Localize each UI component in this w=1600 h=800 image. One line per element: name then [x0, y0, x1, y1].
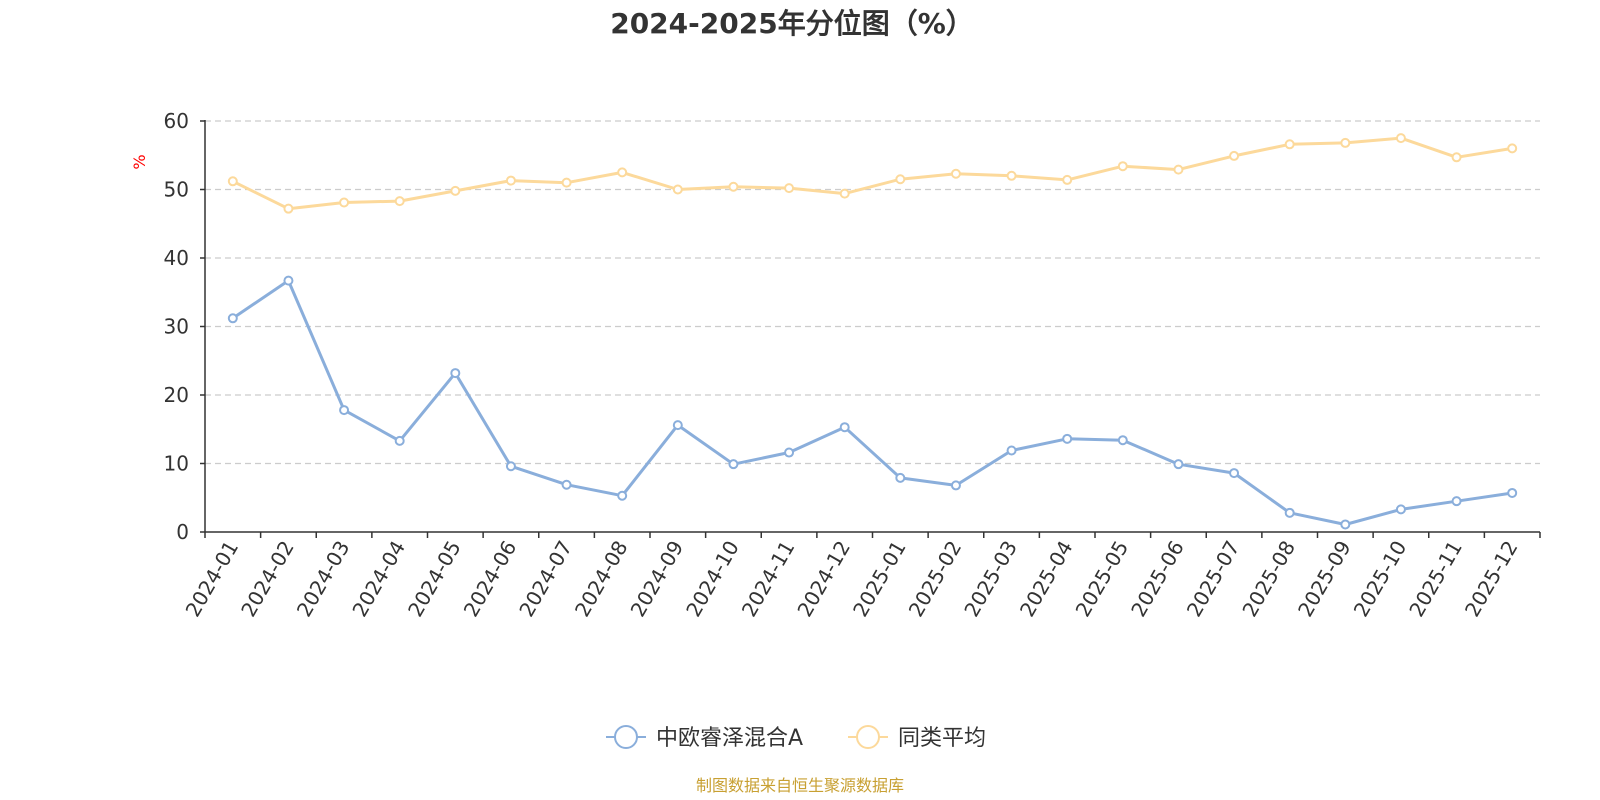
data-point[interactable] — [672, 420, 683, 431]
source-note: 制图数据来自恒生聚源数据库 — [696, 776, 904, 795]
x-tick-label: 2025-11 — [1404, 537, 1467, 621]
data-point[interactable] — [839, 188, 850, 199]
data-point[interactable] — [1117, 161, 1128, 172]
series-2 — [227, 133, 1518, 214]
series-1 — [227, 275, 1518, 530]
data-point[interactable] — [1117, 435, 1128, 446]
x-tick-label: 2025-03 — [959, 537, 1022, 621]
data-point[interactable] — [283, 203, 294, 214]
data-point[interactable] — [505, 175, 516, 186]
data-point[interactable] — [339, 197, 350, 208]
data-point[interactable] — [1507, 143, 1518, 154]
data-point[interactable] — [1173, 164, 1184, 175]
x-tick-label: 2024-11 — [737, 537, 800, 621]
series-line — [231, 279, 1513, 526]
legend-item-2[interactable]: 同类平均 — [848, 725, 986, 751]
legend[interactable]: 中欧睿泽混合A 同类平均 — [606, 725, 986, 751]
data-point[interactable] — [227, 176, 238, 187]
data-point[interactable] — [283, 275, 294, 286]
data-point[interactable] — [950, 480, 961, 491]
x-tick-label: 2025-04 — [1015, 537, 1078, 621]
x-tick-label: 2024-06 — [459, 537, 522, 621]
x-tick-label: 2024-10 — [681, 537, 744, 621]
y-tick-label: 20 — [164, 383, 189, 407]
data-point[interactable] — [1006, 445, 1017, 456]
data-point[interactable] — [1340, 137, 1351, 148]
data-point[interactable] — [1507, 487, 1518, 498]
data-point[interactable] — [1284, 507, 1295, 518]
y-axis-unit: % — [130, 154, 149, 169]
data-point[interactable] — [561, 479, 572, 490]
legend-item-1[interactable]: 中欧睿泽混合A — [606, 725, 803, 751]
y-tick-label: 50 — [164, 178, 189, 202]
data-point[interactable] — [784, 183, 795, 194]
x-tick-label: 2024-07 — [514, 537, 577, 621]
data-point[interactable] — [950, 168, 961, 179]
data-point[interactable] — [394, 196, 405, 207]
data-point[interactable] — [728, 181, 739, 192]
data-point[interactable] — [1006, 170, 1017, 181]
data-point[interactable] — [1284, 139, 1295, 150]
series-line — [232, 136, 1513, 211]
plot-area — [227, 133, 1518, 530]
data-point[interactable] — [1062, 174, 1073, 185]
x-tick-label: 2024-03 — [292, 537, 355, 621]
legend-marker-icon — [856, 725, 880, 749]
data-point[interactable] — [1340, 519, 1351, 530]
x-tick-label: 2024-09 — [626, 537, 689, 621]
x-tick-label: 2025-09 — [1293, 537, 1356, 621]
x-tick-label: 2025-12 — [1460, 537, 1523, 621]
data-point[interactable] — [339, 405, 350, 416]
data-point[interactable] — [839, 422, 850, 433]
x-tick-label: 2025-06 — [1126, 537, 1189, 621]
y-tick-label: 0 — [176, 520, 189, 544]
x-axis: 2024-012024-022024-032024-042024-052024-… — [181, 531, 1541, 621]
y-axis-ticks: 0 10 20 30 40 50 60 — [164, 109, 206, 544]
data-point[interactable] — [672, 184, 683, 195]
data-point[interactable] — [1229, 150, 1240, 161]
data-point[interactable] — [728, 459, 739, 470]
x-tick-label: 2025-08 — [1237, 537, 1300, 621]
data-point[interactable] — [505, 461, 516, 472]
data-point[interactable] — [784, 447, 795, 458]
y-tick-label: 40 — [164, 246, 189, 270]
legend-label: 中欧睿泽混合A — [656, 726, 803, 751]
grid-lines — [205, 120, 1540, 465]
data-point[interactable] — [1395, 504, 1406, 515]
data-point[interactable] — [1451, 496, 1462, 507]
y-tick-label: 10 — [164, 452, 189, 476]
y-tick-label: 30 — [164, 315, 189, 339]
data-point[interactable] — [450, 185, 461, 196]
legend-marker-icon — [614, 725, 638, 749]
x-tick-label: 2025-05 — [1071, 537, 1134, 621]
y-tick-label: 60 — [164, 109, 189, 133]
data-point[interactable] — [1173, 459, 1184, 470]
data-point[interactable] — [227, 313, 238, 324]
data-point[interactable] — [394, 435, 405, 446]
x-tick-label: 2024-08 — [570, 537, 633, 621]
data-point[interactable] — [895, 472, 906, 483]
x-tick-label: 2025-10 — [1349, 537, 1412, 621]
x-tick-label: 2025-01 — [848, 537, 911, 621]
x-tick-label: 2024-04 — [347, 537, 410, 621]
x-tick-label: 2024-02 — [236, 537, 299, 621]
data-point[interactable] — [1395, 133, 1406, 144]
data-point[interactable] — [561, 177, 572, 188]
data-point[interactable] — [1062, 433, 1073, 444]
data-point[interactable] — [895, 174, 906, 185]
chart-title: 2024-2025年分位图（%） — [610, 7, 974, 40]
data-point[interactable] — [617, 490, 628, 501]
x-tick-label: 2024-05 — [403, 537, 466, 621]
data-point[interactable] — [1451, 152, 1462, 163]
x-tick-label: 2024-12 — [792, 537, 855, 621]
legend-label: 同类平均 — [898, 726, 986, 751]
x-tick-label: 2024-01 — [181, 537, 244, 621]
x-tick-label: 2025-02 — [904, 537, 967, 621]
data-point[interactable] — [617, 167, 628, 178]
x-tick-label: 2025-07 — [1182, 537, 1245, 621]
data-point[interactable] — [450, 368, 461, 379]
data-point[interactable] — [1229, 468, 1240, 479]
